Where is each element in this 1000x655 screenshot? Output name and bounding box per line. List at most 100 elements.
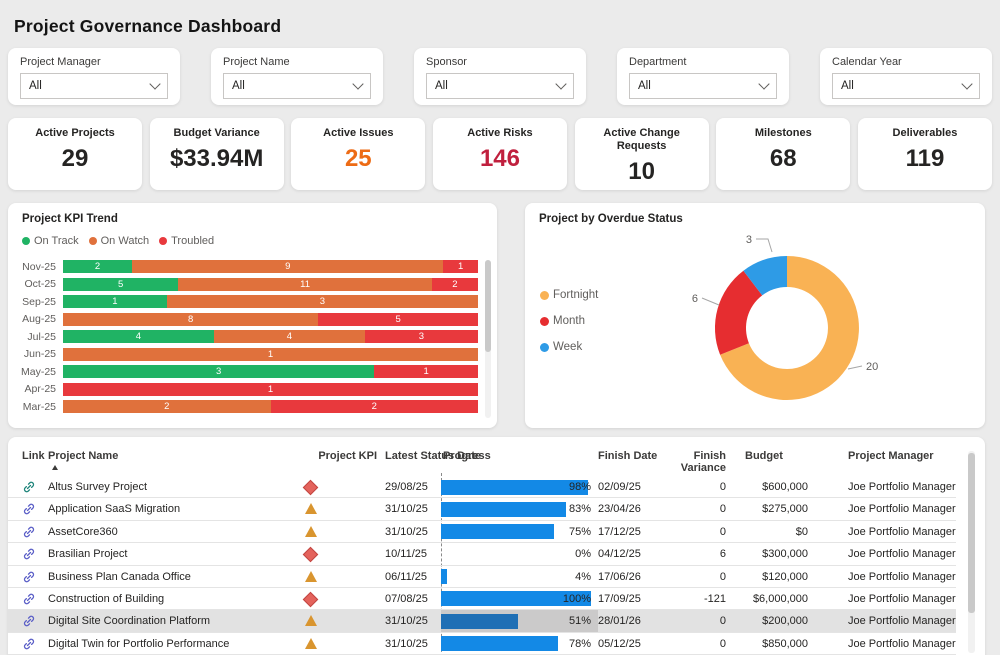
kpi-card-0: Active Projects29 <box>8 118 142 190</box>
trend-bar-Nov-25[interactable]: 291 <box>63 260 478 273</box>
trend-segment[interactable]: 3 <box>167 295 478 308</box>
link-icon[interactable] <box>22 637 36 651</box>
trend-segment[interactable]: 11 <box>178 278 432 291</box>
filter-dropdown-3[interactable]: All <box>629 73 777 99</box>
trend-row-Oct-25: Oct-255112 <box>16 278 478 291</box>
table-row-1[interactable]: Application SaaS Migration31/10/2583%23/… <box>8 498 956 520</box>
table-scrollbar[interactable] <box>968 451 975 653</box>
trend-bar-Jul-25[interactable]: 443 <box>63 330 478 343</box>
progress-value: 75% <box>441 521 591 543</box>
link-icon[interactable] <box>22 480 36 494</box>
filter-selected-value: All <box>841 80 854 92</box>
link-icon[interactable] <box>22 614 36 628</box>
trend-bar-Sep-25[interactable]: 13 <box>63 295 478 308</box>
legend-item-on-watch[interactable]: On Watch <box>89 235 150 247</box>
filter-dropdown-0[interactable]: All <box>20 73 168 99</box>
kpi-label: Active Change Requests <box>575 127 709 153</box>
project-manager-cell: Joe Portfolio Manager <box>848 498 956 520</box>
table-row-7[interactable]: Digital Twin for Portfolio Performance31… <box>8 633 956 655</box>
project-name-cell: Business Plan Canada Office <box>48 566 191 588</box>
trend-month-label: Jun-25 <box>16 348 56 360</box>
legend-item-troubled[interactable]: Troubled <box>159 235 214 247</box>
kpi-diamond-icon <box>305 548 316 560</box>
table-row-2[interactable]: AssetCore36031/10/2575%17/12/250$0Joe Po… <box>8 521 956 543</box>
budget-cell: $600,000 <box>698 476 808 498</box>
link-icon[interactable] <box>22 547 36 561</box>
trend-scrollbar[interactable] <box>485 260 491 418</box>
trend-segment[interactable]: 4 <box>214 330 365 343</box>
col-header-project-kpi[interactable]: Project KPI <box>289 450 377 462</box>
filter-dropdown-4[interactable]: All <box>832 73 980 99</box>
filter-label: Calendar Year <box>832 56 980 68</box>
kpi-value: 29 <box>8 146 142 172</box>
trend-bar-Oct-25[interactable]: 5112 <box>63 278 478 291</box>
trend-month-label: Aug-25 <box>16 313 56 325</box>
filter-label: Sponsor <box>426 56 574 68</box>
trend-bar-Aug-25[interactable]: 85 <box>63 313 478 326</box>
kpi-value: 10 <box>575 159 709 185</box>
trend-segment[interactable]: 2 <box>63 400 271 413</box>
trend-segment[interactable]: 5 <box>63 278 178 291</box>
progress-value: 51% <box>441 610 591 632</box>
finish-date-cell: 17/09/25 <box>598 588 641 610</box>
trend-segment[interactable]: 1 <box>374 365 478 378</box>
trend-segment[interactable]: 4 <box>63 330 214 343</box>
trend-segment[interactable]: 1 <box>63 383 478 396</box>
trend-bar-Mar-25[interactable]: 22 <box>63 400 478 413</box>
filter-dropdown-2[interactable]: All <box>426 73 574 99</box>
trend-segment[interactable]: 8 <box>63 313 318 326</box>
table-row-3[interactable]: Brasilian Project10/11/250%04/12/256$300… <box>8 543 956 565</box>
kpi-triangle-icon <box>305 638 317 649</box>
trend-row-Sep-25: Sep-2513 <box>16 295 478 308</box>
col-header-link[interactable]: Link <box>22 450 45 462</box>
project-manager-cell: Joe Portfolio Manager <box>848 543 956 565</box>
budget-cell: $300,000 <box>698 543 808 565</box>
col-header-project-name[interactable]: Project Name <box>48 450 118 462</box>
trend-bar-May-25[interactable]: 31 <box>63 365 478 378</box>
kpi-trend-chart-card: Project KPI Trend On Track On Watch Troubl… <box>8 203 497 428</box>
col-header-progress[interactable]: Progress <box>443 450 491 462</box>
filter-card-1: Project Name All <box>211 48 383 105</box>
progress-value: 4% <box>441 566 591 588</box>
dashboard-page: Project Governance Dashboard Project Man… <box>0 0 1000 655</box>
table-row-6[interactable]: Digital Site Coordination Platform31/10/… <box>8 610 956 632</box>
kpi-triangle-icon <box>305 503 317 514</box>
link-icon[interactable] <box>22 592 36 606</box>
project-name-cell: Digital Site Coordination Platform <box>48 610 210 632</box>
filter-dropdown-1[interactable]: All <box>223 73 371 99</box>
col-header-project-manager[interactable]: Project Manager <box>848 450 934 462</box>
table-row-0[interactable]: Altus Survey Project29/08/2598%02/09/250… <box>8 476 956 498</box>
callout-line-week <box>756 239 772 252</box>
trend-bar-Apr-25[interactable]: 1 <box>63 383 478 396</box>
table-row-5[interactable]: Construction of Building07/08/25100%17/0… <box>8 588 956 610</box>
trend-segment[interactable]: 1 <box>63 295 167 308</box>
legend-label: Troubled <box>171 235 214 247</box>
trend-month-label: Nov-25 <box>16 261 56 273</box>
legend-dot <box>159 237 167 245</box>
trend-segment[interactable]: 9 <box>132 260 443 273</box>
table-row-4[interactable]: Business Plan Canada Office06/11/254%17/… <box>8 566 956 588</box>
trend-segment[interactable]: 1 <box>443 260 478 273</box>
trend-segment[interactable]: 5 <box>318 313 478 326</box>
trend-segment[interactable]: 3 <box>63 365 374 378</box>
kpi-trend-plot: Nov-25291Oct-255112Sep-2513Aug-2585Jul-2… <box>16 260 478 418</box>
kpi-trend-title: Project KPI Trend <box>22 213 118 225</box>
trend-scrollbar-thumb[interactable] <box>485 260 491 352</box>
filter-selected-value: All <box>29 80 42 92</box>
filter-label: Project Name <box>223 56 371 68</box>
trend-segment[interactable]: 3 <box>365 330 478 343</box>
link-icon[interactable] <box>22 570 36 584</box>
trend-segment[interactable]: 2 <box>432 278 478 291</box>
trend-segment[interactable]: 1 <box>63 348 478 361</box>
trend-segment[interactable]: 2 <box>271 400 479 413</box>
trend-segment[interactable]: 2 <box>63 260 132 273</box>
col-header-budget[interactable]: Budget <box>745 450 783 462</box>
trend-bar-Jun-25[interactable]: 1 <box>63 348 478 361</box>
table-scrollbar-thumb[interactable] <box>968 453 975 613</box>
link-icon[interactable] <box>22 525 36 539</box>
link-icon[interactable] <box>22 502 36 516</box>
chevron-down-icon <box>758 78 769 89</box>
col-header-finish-variance[interactable]: Finish Variance <box>648 450 726 474</box>
legend-item-on-track[interactable]: On Track <box>22 235 79 247</box>
finish-date-cell: 02/09/25 <box>598 476 641 498</box>
